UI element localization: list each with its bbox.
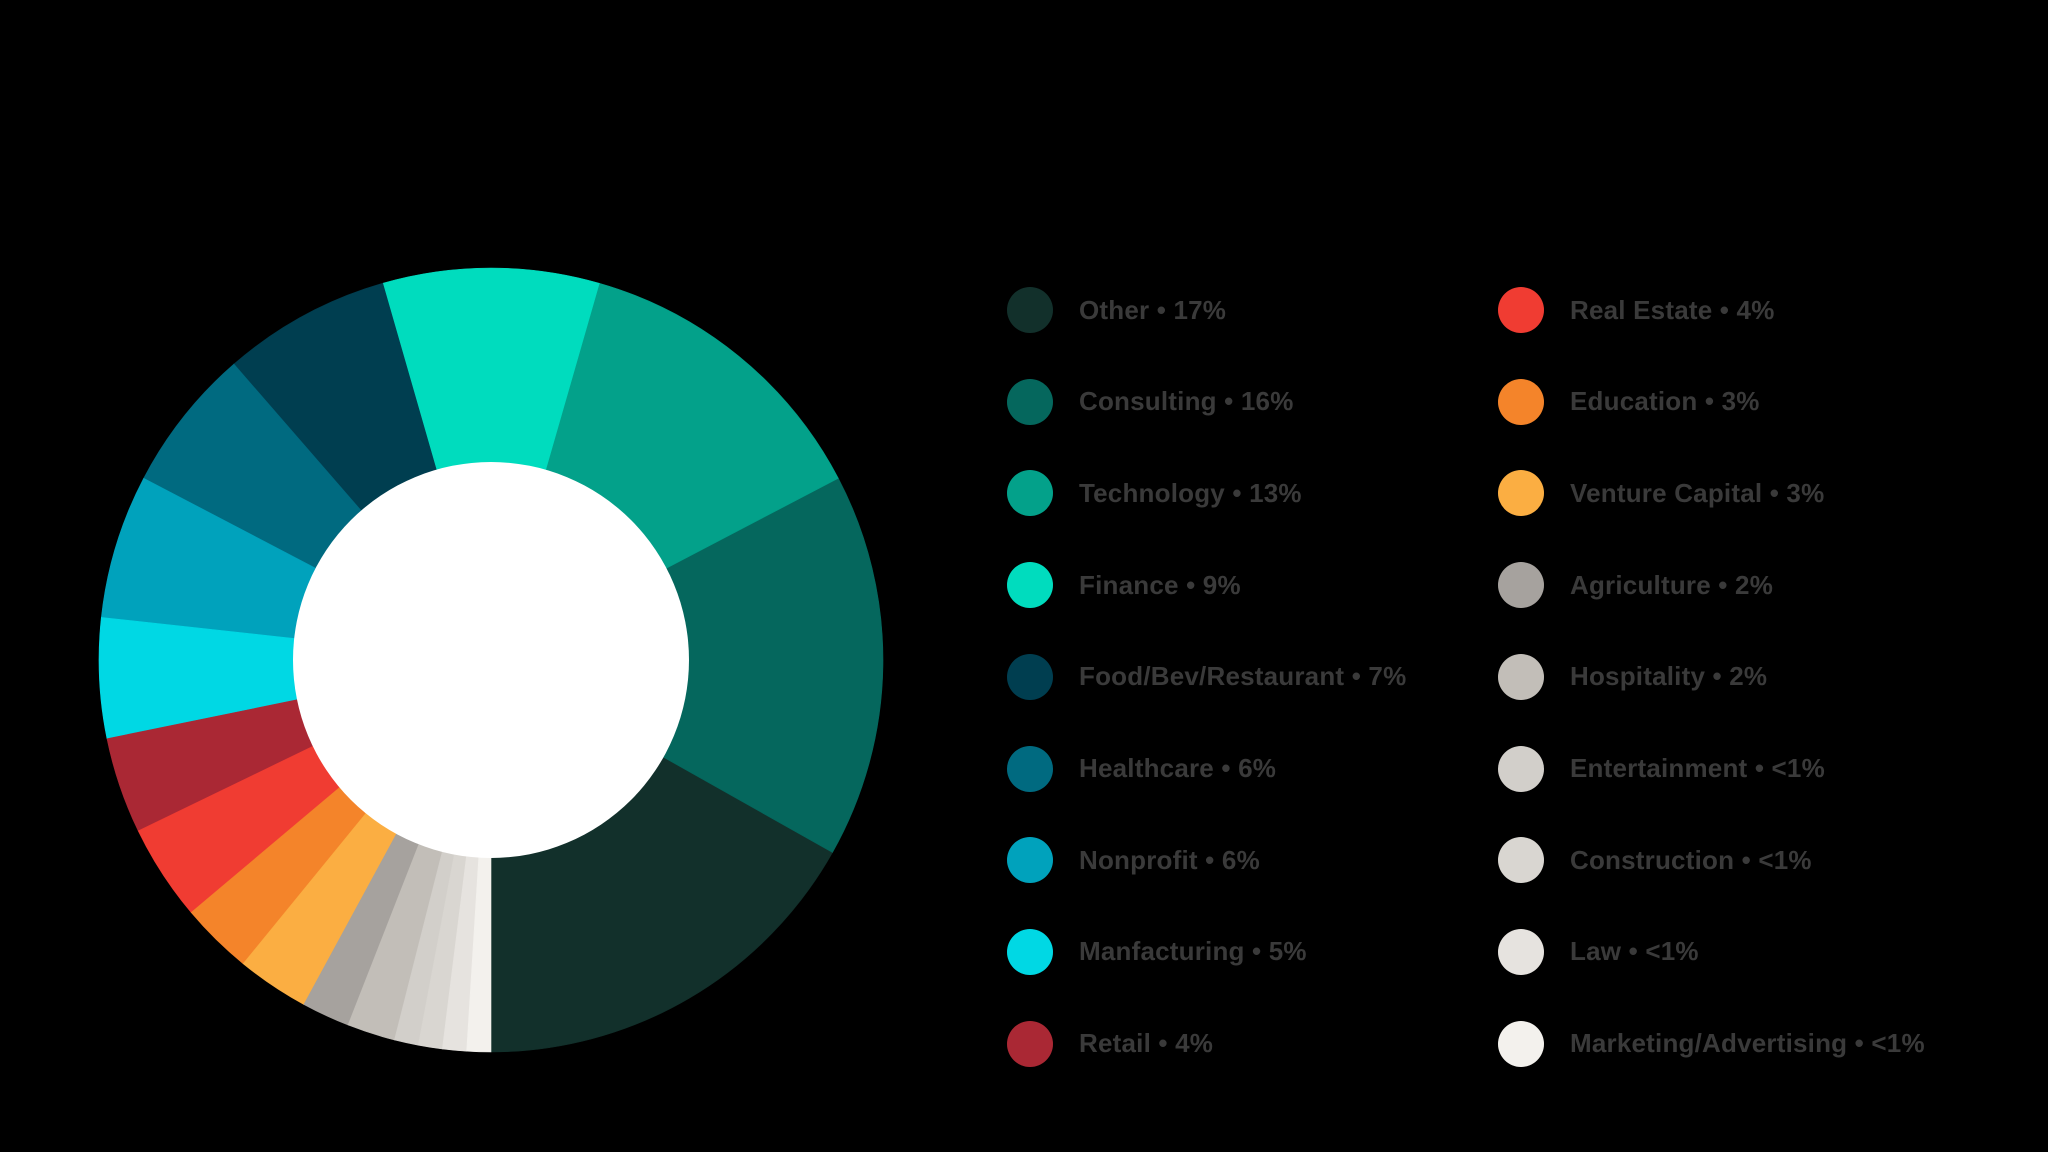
legend-swatch <box>1498 470 1544 517</box>
legend-label: Hospitality • 2% <box>1570 661 1768 692</box>
legend-item-finance: Finance • 9% <box>1007 555 1241 615</box>
legend-swatch <box>1007 562 1053 609</box>
legend-item-agriculture: Agriculture • 2% <box>1498 555 1773 615</box>
donut-center <box>293 462 689 858</box>
legend-swatch <box>1498 653 1544 700</box>
legend-item-venture-capital: Venture Capital • 3% <box>1498 463 1824 523</box>
legend-item-technology: Technology • 13% <box>1007 463 1302 523</box>
legend-label: Entertainment • <1% <box>1570 753 1825 783</box>
legend-swatch <box>1498 287 1544 333</box>
legend-label: Food/Bev/Restaurant • 7% <box>1079 661 1407 692</box>
legend-item-marketing-advertising: Marketing/Advertising • <1% <box>1498 1014 1925 1074</box>
legend-swatch <box>1498 1020 1544 1067</box>
legend-item-hospitality: Hospitality • 2% <box>1498 647 1767 707</box>
legend-label: Nonprofit • 6% <box>1079 844 1260 875</box>
legend-label: Marketing/Advertising • <1% <box>1570 1028 1925 1059</box>
legend-swatch <box>1007 928 1053 975</box>
legend-label: Consulting • 16% <box>1079 386 1294 417</box>
legend-swatch <box>1498 837 1544 884</box>
legend-label: Manfacturing • 5% <box>1079 936 1307 967</box>
legend-label: Other • 17% <box>1079 294 1227 325</box>
legend-item-healthcare: Healthcare • 6% <box>1007 739 1276 799</box>
legend-swatch <box>1007 837 1053 884</box>
legend-label: Technology • 13% <box>1079 477 1302 508</box>
legend-item-education: Education • 3% <box>1498 372 1760 432</box>
legend-swatch <box>1007 745 1053 792</box>
legend-item-entertainment: Entertainment • <1% <box>1498 739 1825 799</box>
legend-label: Education • 3% <box>1570 386 1760 417</box>
legend-item-nonprofit: Nonprofit • 6% <box>1007 830 1260 890</box>
legend-swatch <box>1007 470 1053 517</box>
legend-label: Venture Capital • 3% <box>1570 477 1825 508</box>
legend-label: Retail • 4% <box>1079 1028 1214 1059</box>
legend-label: Law • <1% <box>1570 936 1699 967</box>
legend-item-retail: Retail • 4% <box>1007 1014 1213 1074</box>
legend-swatch <box>1007 378 1053 425</box>
legend-swatch <box>1498 378 1544 425</box>
legend-item-consulting: Consulting • 16% <box>1007 372 1294 432</box>
legend-item-manfacturing: Manfacturing • 5% <box>1007 922 1307 982</box>
legend-swatch <box>1498 745 1544 792</box>
legend-item-other: Other • 17% <box>1007 280 1226 340</box>
legend-label: Finance • 9% <box>1079 569 1241 600</box>
legend-swatch <box>1498 928 1544 975</box>
legend-label: Real Estate • 4% <box>1570 294 1775 325</box>
legend-swatch <box>1007 653 1053 700</box>
legend-label: Healthcare • 6% <box>1079 753 1277 783</box>
legend-label: Agriculture • 2% <box>1570 569 1774 600</box>
legend-swatch <box>1007 287 1053 333</box>
legend-label: Construction • <1% <box>1570 844 1812 875</box>
legend-item-law: Law • <1% <box>1498 922 1699 982</box>
legend-item-real-estate: Real Estate • 4% <box>1498 280 1775 340</box>
legend-swatch <box>1498 562 1544 609</box>
legend-item-construction: Construction • <1% <box>1498 830 1812 890</box>
legend-item-food-bev-restaurant: Food/Bev/Restaurant • 7% <box>1007 647 1406 707</box>
legend-swatch <box>1007 1020 1053 1067</box>
